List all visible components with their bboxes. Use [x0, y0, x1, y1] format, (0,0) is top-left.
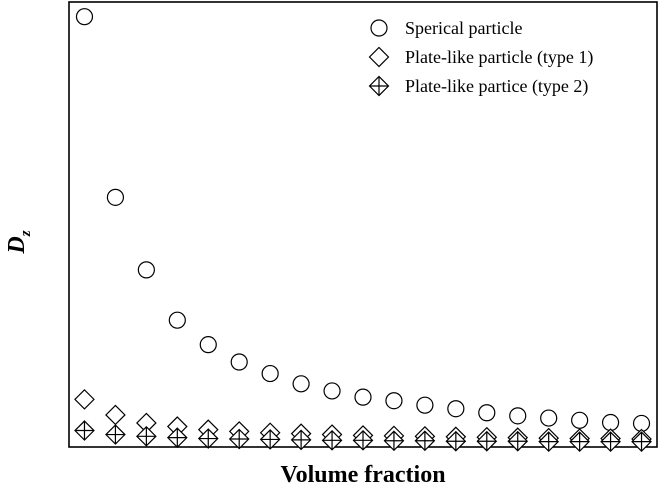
data-point-diamond-cross [259, 429, 281, 450]
data-point-circle [416, 396, 434, 414]
data-point-diamond [74, 389, 95, 410]
data-point-circle [354, 388, 372, 406]
data-point-circle [509, 407, 527, 425]
data-point-diamond [105, 404, 126, 426]
legend-item: Plate-like particle (type 1) [368, 46, 593, 68]
legend-label: Plate-like particle (type 1) [405, 47, 593, 68]
data-point-diamond-cross [290, 429, 312, 451]
data-point-circle [385, 392, 403, 410]
legend: Sperical particle Plate-like particle (ty… [368, 18, 593, 97]
data-point-diamond-cross [476, 430, 498, 452]
legend-label: Sperical particle [405, 18, 522, 38]
legend-label: Plate-like partice (type 2) [405, 76, 588, 97]
data-point-circle [106, 188, 125, 206]
data-point-circle [323, 382, 341, 400]
x-axis-label: Volume fraction [280, 462, 445, 486]
data-point-diamond-cross [228, 428, 250, 450]
data-point-circle [230, 353, 248, 371]
data-point-diamond-cross [166, 427, 188, 449]
y-axis-label: Dz [4, 230, 34, 254]
data-point-diamond-cross [631, 431, 652, 453]
data-point-diamond-cross [383, 430, 405, 452]
plot-frame [68, 1, 658, 448]
y-axis-label-subscript: z [18, 230, 34, 237]
data-point-diamond-cross [352, 429, 374, 451]
data-point-diamond-cross [321, 429, 343, 451]
y-axis-label-main: D [4, 236, 30, 254]
data-point-circle [447, 400, 465, 418]
legend-marker-diamond-cross [368, 75, 390, 97]
data-point-diamond-cross [136, 425, 157, 447]
data-point-diamond-cross [414, 430, 436, 452]
legend-marker-circle [370, 19, 388, 37]
data-point-diamond-cross [445, 430, 467, 452]
data-point-circle [601, 413, 620, 432]
data-point-diamond-cross [507, 430, 529, 452]
data-point-circle [168, 311, 186, 329]
data-point-circle [478, 404, 496, 422]
data-point-diamond-cross [600, 431, 621, 453]
data-point-diamond-cross [105, 424, 126, 445]
data-marks [74, 8, 652, 453]
data-point-diamond-cross [74, 420, 95, 441]
data-point-circle [75, 8, 94, 26]
data-point-circle [199, 336, 217, 354]
data-point-circle [540, 409, 558, 427]
legend-marker-diamond [368, 46, 390, 68]
data-point-diamond-cross [197, 428, 219, 449]
legend-item: Plate-like partice (type 2) [368, 75, 588, 97]
series-circle [75, 8, 651, 433]
data-point-circle [137, 261, 155, 279]
data-point-circle [261, 364, 279, 383]
data-point-circle [571, 411, 589, 429]
data-point-circle [292, 375, 310, 393]
series-diamond-cross [74, 420, 652, 453]
data-point-diamond-cross [538, 431, 560, 453]
legend-item: Sperical particle [370, 18, 522, 38]
data-point-diamond-cross [569, 431, 590, 453]
